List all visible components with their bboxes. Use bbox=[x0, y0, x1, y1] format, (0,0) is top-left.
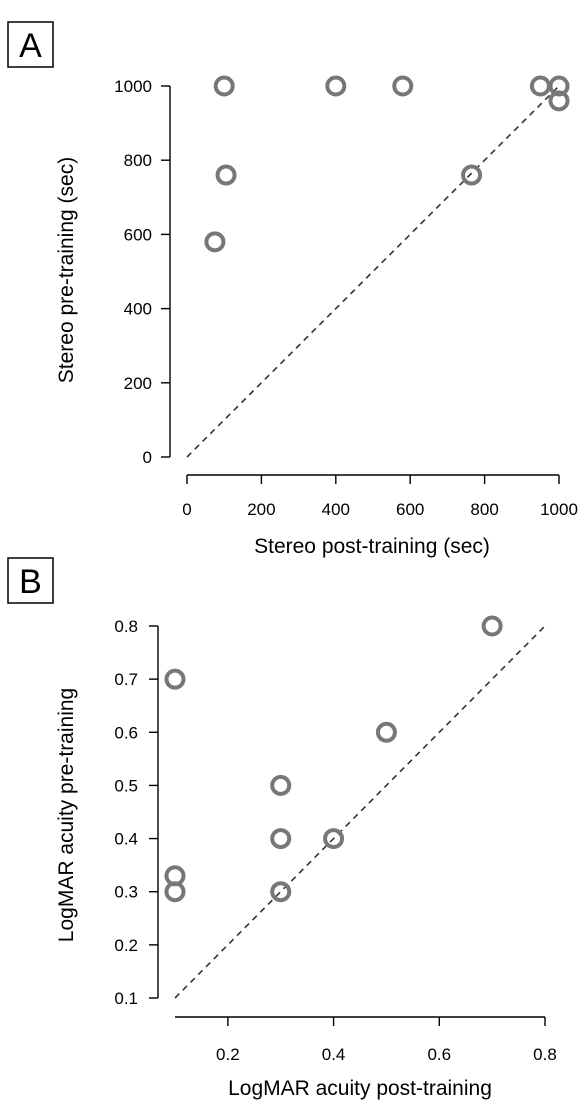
panel-b-identity-line bbox=[174, 625, 546, 999]
panel-b-y-tick-label: 0.4 bbox=[114, 830, 138, 849]
panel-a-data-point bbox=[325, 75, 347, 97]
panel-a-identity-line bbox=[186, 85, 560, 458]
panel-b-x-tick-label: 0.6 bbox=[427, 1045, 451, 1064]
panel-a-data-point bbox=[213, 75, 235, 97]
panel-a-x-tick-label: 400 bbox=[322, 500, 350, 519]
panel-b-data-point bbox=[164, 881, 186, 903]
panel-b-y-tick-label: 0.7 bbox=[114, 670, 138, 689]
panel-b-letter: B bbox=[19, 563, 42, 601]
panel-a-data-point bbox=[204, 231, 226, 253]
panel-b-data-point bbox=[164, 668, 186, 690]
panel-a-axes: 0 200 400 600 800 1000 0 200 400 600 800 1000 bbox=[114, 77, 578, 519]
panel-a-x-axis-title: Stereo post-training (sec) bbox=[254, 535, 490, 558]
panel-a-data-point bbox=[548, 75, 570, 97]
panel-b-y-tick-label: 0.8 bbox=[114, 617, 138, 636]
panel-b-data-point bbox=[270, 774, 292, 796]
panel-a-data-point bbox=[392, 75, 414, 97]
panel-b-y-tick-label: 0.6 bbox=[114, 723, 138, 742]
panel-b-data-point bbox=[270, 881, 292, 903]
panel-b-data-point bbox=[323, 828, 345, 850]
panel-b-y-tick-label: 0.3 bbox=[114, 883, 138, 902]
panel-b-x-tick-label: 0.2 bbox=[216, 1045, 240, 1064]
panel-b-x-axis-title: LogMAR acuity post-training bbox=[228, 1077, 492, 1100]
panel-a-x-tick-label: 600 bbox=[396, 500, 424, 519]
panel-a-y-tick-label: 1000 bbox=[114, 77, 152, 96]
panel-a-x-tick-label: 800 bbox=[470, 500, 498, 519]
panel-b: B 0.2 0.4 0.6 0.8 0.1 0.2 0.3 0.4 0.5 0.6 0.7 0.8 L… bbox=[7, 557, 557, 1100]
panel-a-y-tick-label: 0 bbox=[143, 448, 152, 467]
panel-a-x-tick-label: 0 bbox=[182, 500, 191, 519]
panel-b-y-tick-label: 0.2 bbox=[114, 936, 138, 955]
panel-a-y-axis-title: Stereo pre-training (sec) bbox=[55, 157, 78, 383]
panel-a-x-tick-label: 200 bbox=[247, 500, 275, 519]
panel-b-x-tick-label: 0.4 bbox=[322, 1045, 346, 1064]
panel-b-x-tick-label: 0.8 bbox=[533, 1045, 557, 1064]
panel-b-points bbox=[164, 615, 503, 903]
panel-a-data-point bbox=[529, 75, 551, 97]
panel-b-letter-box bbox=[7, 557, 54, 604]
panel-b-y-tick-label: 0.1 bbox=[114, 989, 138, 1008]
panel-b-y-tick-label: 0.5 bbox=[114, 776, 138, 795]
panel-b-data-point bbox=[481, 615, 503, 637]
panel-b-axes: 0.2 0.4 0.6 0.8 0.1 0.2 0.3 0.4 0.5 0.6 0.7 0.8 bbox=[114, 617, 556, 1064]
panel-a: A 0 200 400 600 800 1000 0 200 400 600 800 1000 Ste… bbox=[7, 21, 578, 558]
panel-a-y-tick-label: 800 bbox=[124, 151, 152, 170]
panel-b-data-point bbox=[375, 721, 397, 743]
panel-b-data-point bbox=[270, 828, 292, 850]
panel-b-y-axis-title: LogMAR acuity pre-training bbox=[55, 688, 78, 942]
panel-a-points bbox=[204, 75, 570, 253]
panel-a-y-tick-label: 200 bbox=[124, 374, 152, 393]
panel-a-x-tick-label: 1000 bbox=[540, 500, 578, 519]
panel-a-data-point bbox=[215, 164, 237, 186]
panel-a-letter: A bbox=[19, 27, 42, 65]
panel-a-y-tick-label: 600 bbox=[124, 225, 152, 244]
panel-a-y-tick-label: 400 bbox=[124, 300, 152, 319]
panel-a-data-point bbox=[548, 90, 570, 112]
panel-a-letter-box bbox=[7, 21, 54, 68]
panel-a-data-point bbox=[461, 164, 483, 186]
